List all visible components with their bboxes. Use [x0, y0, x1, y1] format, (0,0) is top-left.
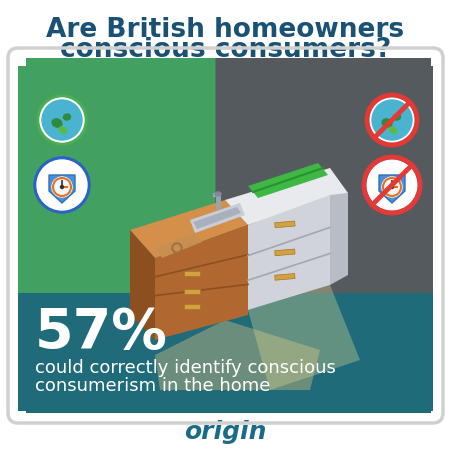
Bar [184, 289, 200, 294]
Bar [184, 304, 200, 309]
Bar [431, 46, 451, 66]
Polygon shape [155, 225, 248, 340]
Polygon shape [225, 168, 348, 225]
Polygon shape [155, 320, 320, 390]
Polygon shape [49, 175, 75, 203]
Polygon shape [130, 230, 155, 340]
Circle shape [364, 157, 420, 213]
Circle shape [52, 177, 72, 197]
Ellipse shape [52, 119, 62, 127]
Circle shape [40, 98, 84, 142]
Text: Are British homeowners: Are British homeowners [46, 17, 405, 43]
Circle shape [391, 185, 394, 189]
Polygon shape [190, 203, 245, 233]
Circle shape [37, 160, 87, 210]
Text: consumerism in the home: consumerism in the home [35, 377, 271, 395]
Circle shape [34, 157, 90, 213]
Circle shape [42, 100, 82, 140]
Bar [275, 273, 295, 280]
Polygon shape [248, 285, 360, 390]
Polygon shape [248, 195, 330, 310]
Text: 57%: 57% [35, 306, 168, 360]
Ellipse shape [64, 114, 70, 120]
Bar [6, 411, 26, 431]
Ellipse shape [60, 127, 67, 133]
Circle shape [370, 98, 414, 142]
FancyBboxPatch shape [216, 58, 433, 413]
Polygon shape [379, 175, 405, 203]
Polygon shape [248, 163, 328, 198]
Text: origin: origin [184, 420, 267, 444]
Bar [275, 249, 295, 256]
Polygon shape [193, 207, 241, 229]
FancyBboxPatch shape [18, 293, 433, 413]
Polygon shape [130, 200, 248, 258]
Text: conscious consumers?: conscious consumers? [60, 37, 391, 63]
Circle shape [37, 95, 87, 145]
Circle shape [53, 178, 71, 196]
Circle shape [372, 100, 412, 140]
Ellipse shape [389, 127, 397, 133]
Ellipse shape [394, 114, 400, 120]
Text: could correctly identify conscious: could correctly identify conscious [35, 359, 336, 377]
Bar [431, 411, 451, 431]
Bar [6, 46, 26, 66]
Polygon shape [330, 193, 348, 285]
Circle shape [172, 243, 182, 253]
Circle shape [367, 95, 417, 145]
Circle shape [174, 245, 180, 251]
Circle shape [367, 160, 417, 210]
Bar [184, 272, 200, 276]
Ellipse shape [382, 119, 392, 127]
Circle shape [382, 177, 402, 197]
Circle shape [383, 178, 401, 196]
Bar [275, 221, 295, 228]
FancyBboxPatch shape [18, 58, 235, 413]
Ellipse shape [215, 192, 221, 196]
Circle shape [60, 185, 64, 189]
Polygon shape [155, 232, 202, 258]
